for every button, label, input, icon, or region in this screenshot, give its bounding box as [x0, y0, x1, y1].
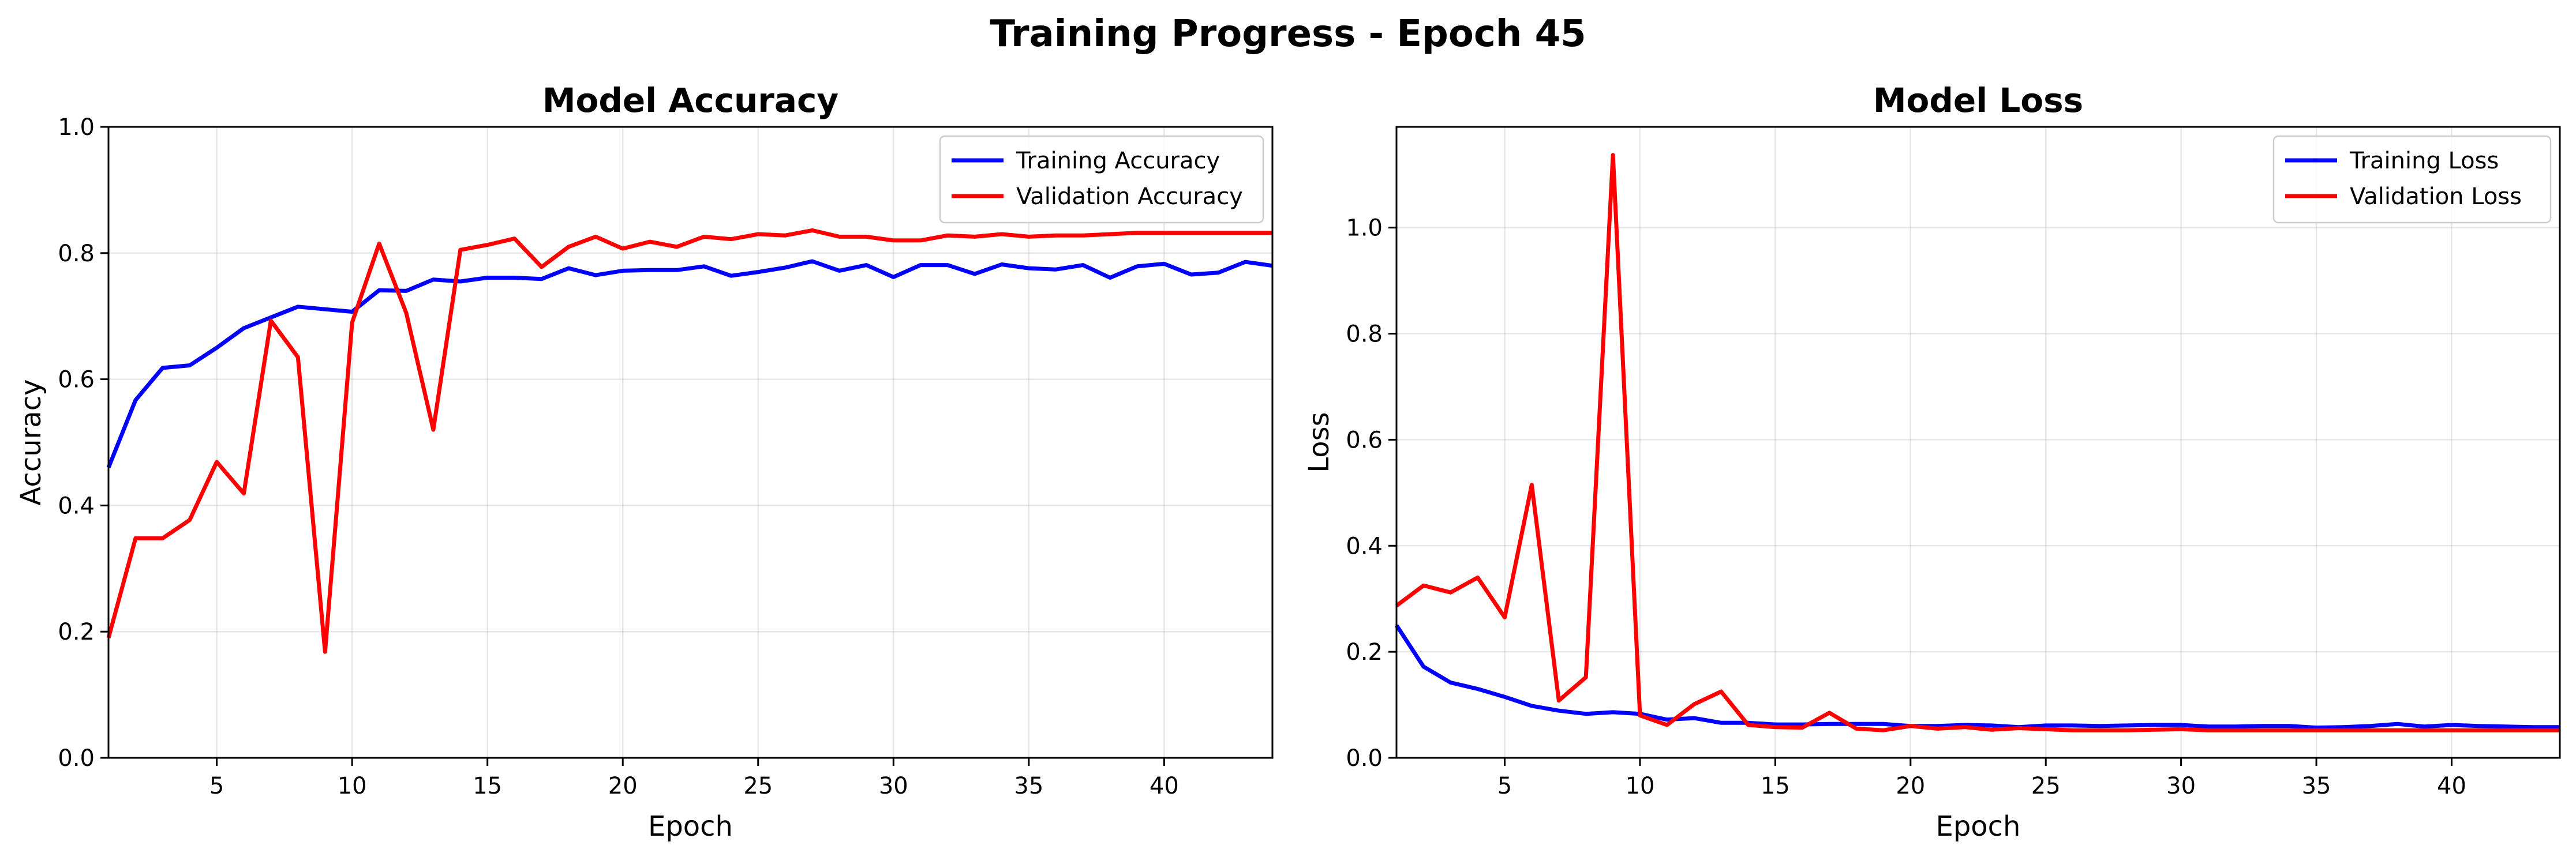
- loss-line-training-loss: [1395, 624, 2560, 730]
- accuracy-xtick-label: 25: [743, 773, 773, 799]
- loss-chart: 5 10 15 20 25 30 35 40 0.0 0.2 0.4 0.6 0.8 1.0 Model L…: [1303, 81, 2561, 843]
- accuracy-chart-title: Model Accuracy: [542, 81, 838, 120]
- accuracy-xtick-label: 20: [608, 773, 638, 799]
- accuracy-plot-frame: [107, 126, 1274, 759]
- accuracy-chart: 5 10 15 20 25 30 35 40 0.0 0.2 0.4 0.6 0.8 1.0 Model A…: [15, 81, 1274, 843]
- accuracy-line-validation-accuracy: [106, 228, 1272, 654]
- accuracy-legend-label-validation-accuracy: Validation Accuracy: [1016, 183, 1243, 210]
- loss-legend-label-training-loss: Training Loss: [2349, 148, 2499, 174]
- loss-line-validation-loss: [1395, 153, 2560, 732]
- loss-xtick-label: 5: [1497, 773, 1512, 799]
- loss-ytick-label: 0.2: [1346, 639, 1383, 666]
- accuracy-xtick-label: 35: [1014, 773, 1043, 799]
- accuracy-xtick-label: 10: [338, 773, 367, 799]
- loss-ytick-label: 0.6: [1346, 427, 1383, 453]
- loss-chart-title: Model Loss: [1873, 81, 2083, 120]
- loss-xtick-label: 10: [1626, 773, 1655, 799]
- accuracy-ytick-label: 1.0: [58, 114, 95, 141]
- loss-xtick-label: 40: [2437, 773, 2466, 799]
- accuracy-xtick-label: 30: [879, 773, 908, 799]
- figure-title: Training Progress - Epoch 45: [990, 13, 1586, 55]
- loss-legend-box: [2272, 135, 2552, 224]
- accuracy-line-training-accuracy: [106, 259, 1273, 469]
- accuracy-ytick-label: 0.0: [58, 745, 95, 772]
- loss-xaxis-label: Epoch: [1936, 810, 2021, 843]
- accuracy-xaxis-label: Epoch: [648, 810, 733, 843]
- loss-ytick-label: 0.0: [1346, 745, 1383, 772]
- loss-xtick-label: 35: [2302, 773, 2331, 799]
- loss-ytick-label: 1.0: [1346, 215, 1383, 242]
- loss-plot-frame: [1395, 126, 2561, 759]
- accuracy-ytick-label: 0.6: [58, 367, 95, 393]
- accuracy-ytick-label: 0.2: [58, 619, 95, 645]
- accuracy-legend-box: [939, 135, 1264, 224]
- loss-xtick-label: 30: [2166, 773, 2196, 799]
- accuracy-ytick-label: 0.4: [58, 493, 95, 519]
- loss-xtick-label: 15: [1761, 773, 1790, 799]
- loss-legend-label-validation-loss: Validation Loss: [2350, 183, 2522, 210]
- accuracy-yaxis-label: Accuracy: [15, 379, 47, 505]
- loss-yaxis-label: Loss: [1303, 412, 1335, 472]
- loss-ytick-label: 0.8: [1346, 321, 1383, 348]
- accuracy-xtick-label: 40: [1150, 773, 1179, 799]
- accuracy-ytick-label: 0.8: [58, 241, 95, 267]
- loss-legend: Training Loss Validation Loss: [2272, 135, 2552, 224]
- accuracy-xtick-label: 5: [209, 773, 224, 799]
- accuracy-xtick-label: 15: [473, 773, 502, 799]
- loss-xtick-label: 25: [2031, 773, 2061, 799]
- loss-ytick-label: 0.4: [1346, 533, 1383, 559]
- loss-gridlines: [1396, 127, 2560, 759]
- accuracy-legend: Training Accuracy Validation Accuracy: [939, 135, 1264, 224]
- loss-xtick-label: 20: [1896, 773, 1925, 799]
- accuracy-legend-label-training-accuracy: Training Accuracy: [1016, 148, 1220, 174]
